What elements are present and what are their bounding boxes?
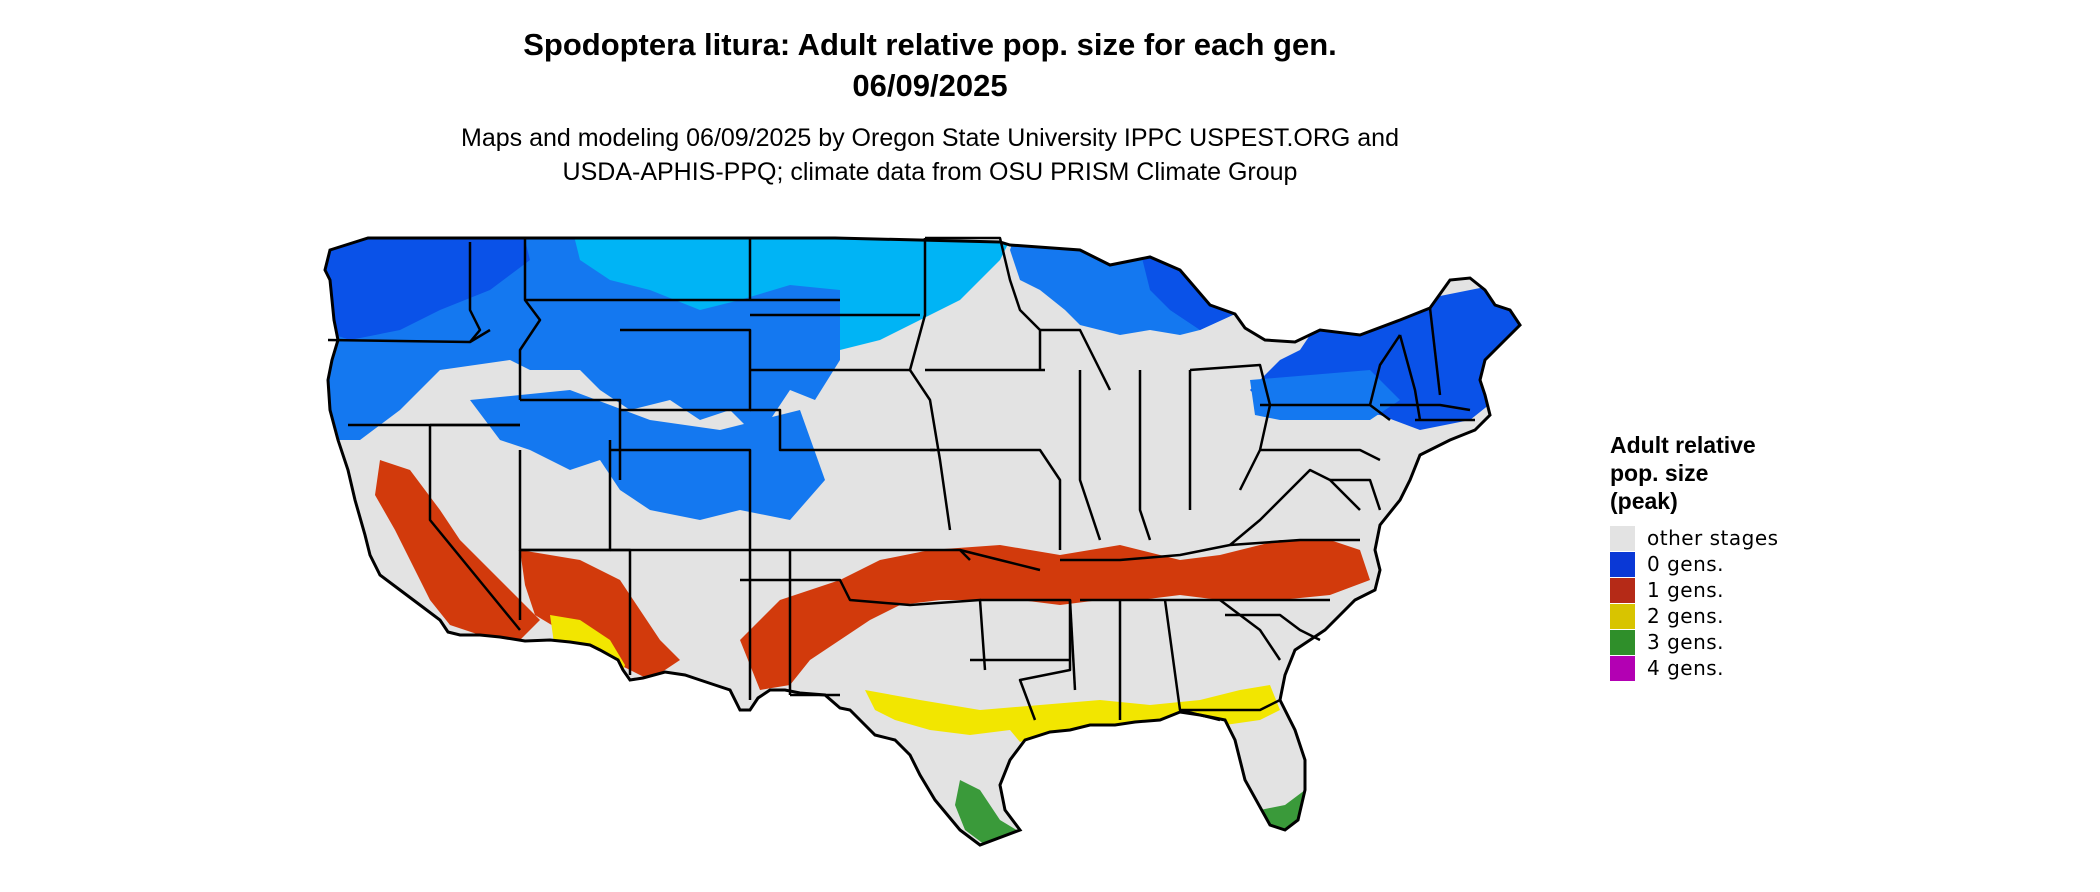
title-line-2: 06/09/2025 — [852, 68, 1008, 103]
legend-title-line-2: pop. size — [1610, 460, 1709, 486]
legend-item: other stages — [1610, 525, 1779, 551]
subtitle-line-2: USDA-APHIS-PPQ; climate data from OSU PR… — [562, 158, 1298, 186]
legend-label: 1 gens. — [1647, 578, 1725, 602]
zone-2-gens-gulf — [865, 685, 1280, 742]
legend-title: Adult relative pop. size (peak) — [1610, 431, 1779, 515]
legend-swatch — [1610, 551, 1635, 577]
title-line-1: Spodoptera litura: Adult relative pop. s… — [523, 27, 1337, 62]
legend-item: 4 gens. — [1610, 655, 1779, 681]
legend-title-line-3: (peak) — [1610, 488, 1678, 514]
legend: Adult relative pop. size (peak) other st… — [1610, 431, 1779, 681]
model-zones — [325, 238, 1520, 845]
legend-swatch — [1610, 577, 1635, 603]
legend-items: other stages 0 gens. 1 gens. 2 gens. 3 gens.… — [1610, 525, 1779, 681]
legend-item: 2 gens. — [1610, 603, 1779, 629]
map-title: Spodoptera litura: Adult relative pop. s… — [0, 24, 1860, 106]
legend-label: 2 gens. — [1647, 604, 1725, 628]
zone-0-gens-montana-light — [570, 238, 840, 310]
zone-1-gen-california — [375, 460, 540, 640]
legend-item: 3 gens. — [1610, 629, 1779, 655]
zone-0-gens-rockies — [470, 390, 825, 520]
legend-item: 0 gens. — [1610, 551, 1779, 577]
legend-swatch — [1610, 655, 1635, 681]
zone-0-gens-north-plains — [840, 238, 1020, 350]
subtitle-line-1: Maps and modeling 06/09/2025 by Oregon S… — [461, 124, 1399, 152]
zone-1-gen-south-band — [740, 540, 1370, 690]
legend-label: other stages — [1647, 526, 1779, 550]
legend-swatch — [1610, 525, 1635, 551]
zone-0-gens-nw-dark — [325, 238, 530, 340]
legend-label: 3 gens. — [1647, 630, 1725, 654]
zone-0-gens-ny — [1250, 370, 1400, 420]
state-borders — [327, 236, 1475, 722]
legend-swatch — [1610, 603, 1635, 629]
legend-swatch — [1610, 629, 1635, 655]
legend-label: 4 gens. — [1647, 656, 1725, 680]
legend-item: 1 gens. — [1610, 577, 1779, 603]
legend-title-line-1: Adult relative — [1610, 432, 1756, 458]
us-outline — [323, 236, 1522, 847]
map-subtitle: Maps and modeling 06/09/2025 by Oregon S… — [0, 121, 1860, 189]
us-map — [323, 236, 1522, 847]
zone-1-gen-southwest — [520, 550, 680, 680]
legend-label: 0 gens. — [1647, 552, 1725, 576]
zone-3-gens-texas-tip — [955, 780, 1020, 845]
